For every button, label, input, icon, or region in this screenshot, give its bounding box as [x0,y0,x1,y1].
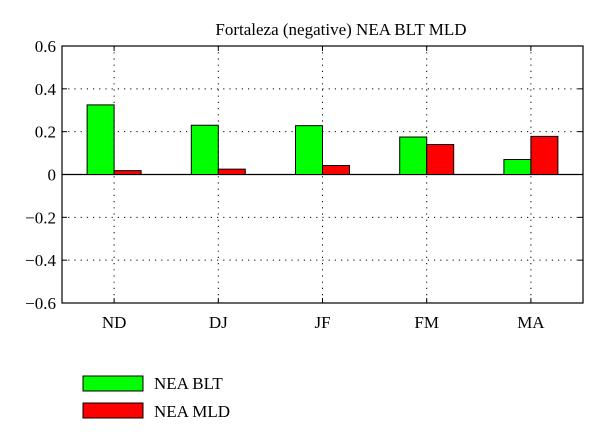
bar-nea-mld-dj [217,168,246,175]
legend-swatch-nea-blt [82,375,144,392]
bar-nea-blt-fm [399,136,428,175]
bar-nea-mld-fm [426,144,455,175]
bar-nea-mld-nd [113,170,142,176]
x-tick-label-nd: ND [102,313,127,332]
legend-label-nea-blt: NEA BLT [154,374,223,393]
y-tick-label: 0 [48,166,57,185]
grid [62,46,583,303]
bars [86,104,559,176]
legend: NEA BLT NEA MLD [82,374,230,421]
y-tick-label: 0.4 [35,80,57,99]
y-tick-label: 0.6 [35,37,56,56]
bar-nea-blt-jf [295,125,323,175]
x-tick-label-ma: MA [517,313,545,332]
y-tick-label: −0.2 [25,208,56,227]
legend-swatch-nea-mld [82,402,144,419]
y-tick-label: 0.2 [35,123,56,142]
y-tick-label: −0.4 [25,251,56,270]
bar-nea-mld-ma [530,135,559,175]
chart-title: Fortaleza (negative) NEA BLT MLD [215,20,466,39]
x-tick-label-dj: DJ [209,313,228,332]
x-tick-label-fm: FM [414,313,439,332]
y-tick-label: −0.6 [25,294,56,313]
legend-label-nea-mld: NEA MLD [154,402,230,421]
x-axis: ND DJ JF FM MA [102,46,545,332]
y-axis: 0.6 0.4 0.2 0 −0.2 −0.4 −0.6 [25,37,583,313]
bar-nea-blt-nd [86,104,115,175]
bar-nea-mld-jf [322,165,350,176]
bar-nea-blt-ma [503,159,532,175]
bar-nea-blt-dj [190,124,219,176]
x-tick-label-jf: JF [314,313,330,332]
